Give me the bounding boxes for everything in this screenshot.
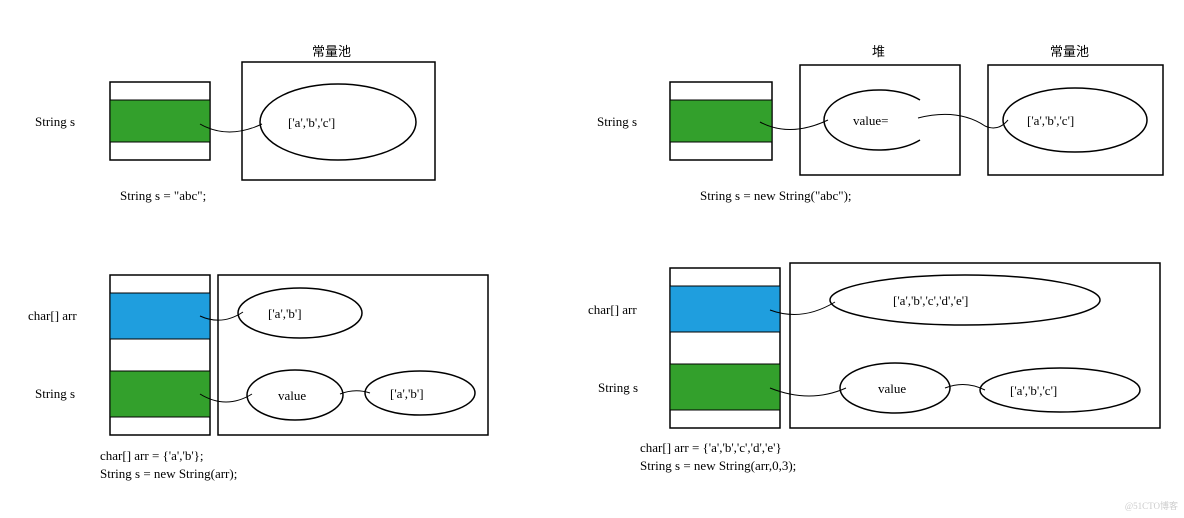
var-label: String s bbox=[597, 114, 637, 129]
code-line: char[] arr = {'a','b'}; bbox=[100, 448, 204, 463]
pool-box bbox=[242, 62, 435, 180]
diagram-canvas: String s 常量池 ['a','b','c'] String s = "a… bbox=[0, 0, 1184, 518]
arr-label: char[] arr bbox=[28, 308, 77, 323]
obj-value: value bbox=[278, 388, 306, 403]
inner-value: ['a','b'] bbox=[390, 386, 424, 401]
inner-ellipse bbox=[980, 368, 1140, 412]
connector bbox=[770, 388, 846, 396]
connector bbox=[945, 384, 985, 390]
pool-ellipse bbox=[1003, 88, 1147, 152]
stack-slot-string bbox=[670, 100, 772, 142]
arr-label: char[] arr bbox=[588, 302, 637, 317]
obj-value: value bbox=[878, 381, 906, 396]
pool-title: 常量池 bbox=[1050, 44, 1089, 59]
diagram-bottom-left: char[] arr String s ['a','b'] value ['a'… bbox=[28, 275, 488, 481]
str-label: String s bbox=[598, 380, 638, 395]
pool-value: ['a','b','c'] bbox=[1027, 113, 1074, 128]
diagram-top-left: String s 常量池 ['a','b','c'] String s = "a… bbox=[35, 44, 435, 203]
stack-slot-string bbox=[110, 371, 210, 417]
pool-title: 常量池 bbox=[312, 44, 351, 59]
connector bbox=[918, 114, 1008, 128]
code-line: char[] arr = {'a','b','c','d','e'} bbox=[640, 440, 782, 455]
pool-box bbox=[988, 65, 1163, 175]
stack-slot-string bbox=[670, 364, 780, 410]
heap-value: value= bbox=[853, 113, 888, 128]
stack-slot-string bbox=[110, 100, 210, 142]
code-line: String s = new String("abc"); bbox=[700, 188, 852, 203]
arr-value: ['a','b'] bbox=[268, 306, 302, 321]
code-line: String s = "abc"; bbox=[120, 188, 206, 203]
heap-title: 堆 bbox=[872, 44, 885, 59]
arr-value: ['a','b','c','d','e'] bbox=[893, 293, 968, 308]
watermark-text: @51CTO博客 bbox=[1125, 499, 1178, 512]
diagram-bottom-right: char[] arr String s ['a','b','c','d','e'… bbox=[588, 263, 1160, 473]
pool-ellipse bbox=[260, 84, 416, 160]
str-label: String s bbox=[35, 386, 75, 401]
pool-value: ['a','b','c'] bbox=[288, 115, 335, 130]
diagram-top-right: String s 堆 value= 常量池 ['a','b','c'] Stri… bbox=[597, 44, 1163, 203]
code-line: String s = new String(arr,0,3); bbox=[640, 458, 796, 473]
var-label: String s bbox=[35, 114, 75, 129]
stack-slot-arr bbox=[110, 293, 210, 339]
inner-value: ['a','b','c'] bbox=[1010, 383, 1057, 398]
code-line: String s = new String(arr); bbox=[100, 466, 237, 481]
stack-slot-arr bbox=[670, 286, 780, 332]
